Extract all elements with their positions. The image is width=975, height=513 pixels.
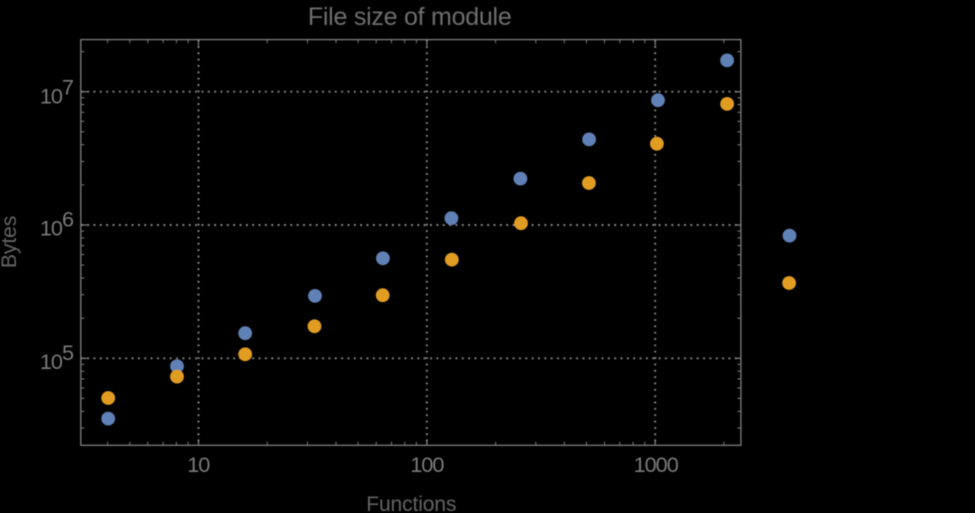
svg-text:10: 10 xyxy=(187,452,210,477)
svg-text:Functions: Functions xyxy=(366,493,456,513)
svg-text:File size of module: File size of module xyxy=(308,3,512,31)
svg-text:Bytes: Bytes xyxy=(0,216,21,268)
svg-text:100: 100 xyxy=(410,452,444,477)
svg-text:1000: 1000 xyxy=(634,452,679,477)
